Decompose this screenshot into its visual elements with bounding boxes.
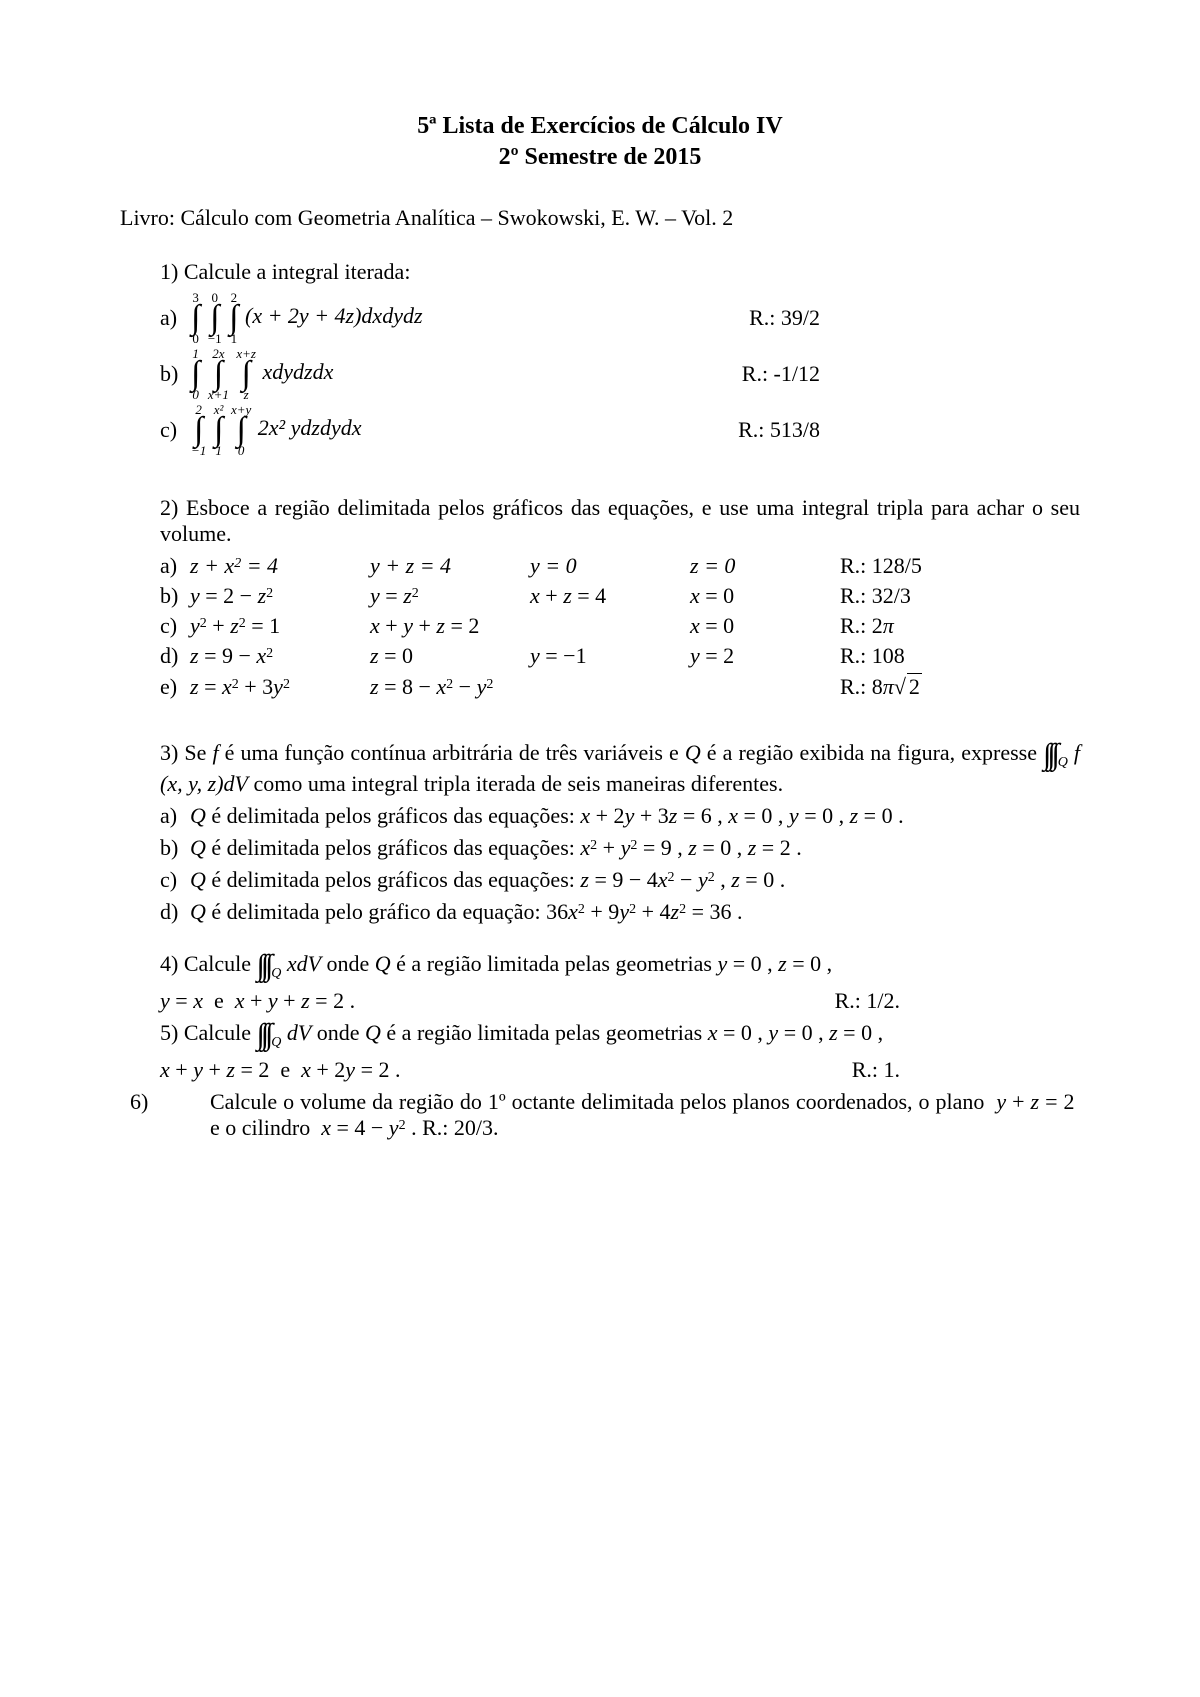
q3-text: 3) Se f é uma função contínua arbitrária…: [160, 740, 1080, 797]
q1c-label: c): [160, 417, 190, 443]
q1a-answer: R.: 39/2: [749, 305, 1080, 331]
q2-row-b: b) y = 2 − z2 y = z2 x + z = 4 x = 0 R.:…: [160, 583, 1080, 609]
q1a-expr: 3∫0 0∫−1 2∫1 (x + 2y + 4z)dxdydz: [190, 291, 423, 345]
triple-integral-icon: ∫∫∫: [257, 954, 270, 978]
question-6: 6) Calcule o volume da região do 1º octa…: [120, 1089, 1080, 1141]
q1b-label: b): [160, 361, 190, 387]
q4-answer: R.: 1/2.: [835, 988, 1080, 1014]
document-page: 5ª Lista de Exercícios de Cálculo IV 2º …: [0, 0, 1200, 1227]
question-2: 2) Esboce a região delimitada pelos gráf…: [160, 495, 1080, 700]
q3c: c) Q é delimitada pelos gráficos das equ…: [160, 867, 1080, 893]
question-4: 4) Calcule ∫∫∫Q xdV onde Q é a região li…: [160, 951, 1080, 1014]
q1b-answer: R.: -1/12: [742, 361, 1080, 387]
q2-row-c: c) y2 + z2 = 1 x + y + z = 2 x = 0 R.: 2…: [160, 613, 1080, 639]
q2-row-a: a) z + x2 = 4 y + z = 4 y = 0 z = 0 R.: …: [160, 553, 1080, 579]
q1b-expr: 1∫0 2x∫x+1 x+z∫z xdydzdx: [190, 347, 333, 401]
q2-row-d: d) z = 9 − x2 z = 0 y = −1 y = 2 R.: 108: [160, 643, 1080, 669]
q1-item-a: a) 3∫0 0∫−1 2∫1 (x + 2y + 4z)dxdydz R.: …: [160, 291, 1080, 345]
q2-heading: 2) Esboce a região delimitada pelos gráf…: [160, 495, 1080, 547]
question-3: 3) Se f é uma função contínua arbitrária…: [160, 740, 1080, 925]
q1c-expr: 2∫−1 x²∫1 x+y∫0 2x² ydzdydx: [190, 403, 361, 457]
q3a: a) Q é delimitada pelos gráficos das equ…: [160, 803, 1080, 829]
page-title-1: 5ª Lista de Exercícios de Cálculo IV: [120, 110, 1080, 144]
question-1: 1) Calcule a integral iterada: a) 3∫0 0∫…: [160, 259, 1080, 457]
triple-integral-icon: ∫∫∫: [257, 1023, 270, 1047]
q1-item-c: c) 2∫−1 x²∫1 x+y∫0 2x² ydzdydx R.: 513/8: [160, 403, 1080, 457]
book-reference: Livro: Cálculo com Geometria Analítica –…: [120, 205, 1080, 231]
q3d: d) Q é delimitada pelo gráfico da equaçã…: [160, 899, 1080, 925]
q5-answer: R.: 1.: [852, 1057, 1080, 1083]
q2-row-e: e) z = x2 + 3y2 z = 8 − x2 − y2 R.: 8π√2: [160, 673, 1080, 700]
page-title-2: 2º Semestre de 2015: [120, 144, 1080, 171]
question-5: 5) Calcule ∫∫∫Q dV onde Q é a região lim…: [160, 1020, 1080, 1083]
q6-number: 6): [120, 1089, 210, 1141]
q3b: b) Q é delimitada pelos gráficos das equ…: [160, 835, 1080, 861]
triple-integral-icon: ∫∫∫: [1043, 743, 1056, 767]
q1c-answer: R.: 513/8: [738, 417, 1080, 443]
q1-heading: 1) Calcule a integral iterada:: [160, 259, 1080, 285]
q1a-label: a): [160, 305, 190, 331]
q1-item-b: b) 1∫0 2x∫x+1 x+z∫z xdydzdx R.: -1/12: [160, 347, 1080, 401]
